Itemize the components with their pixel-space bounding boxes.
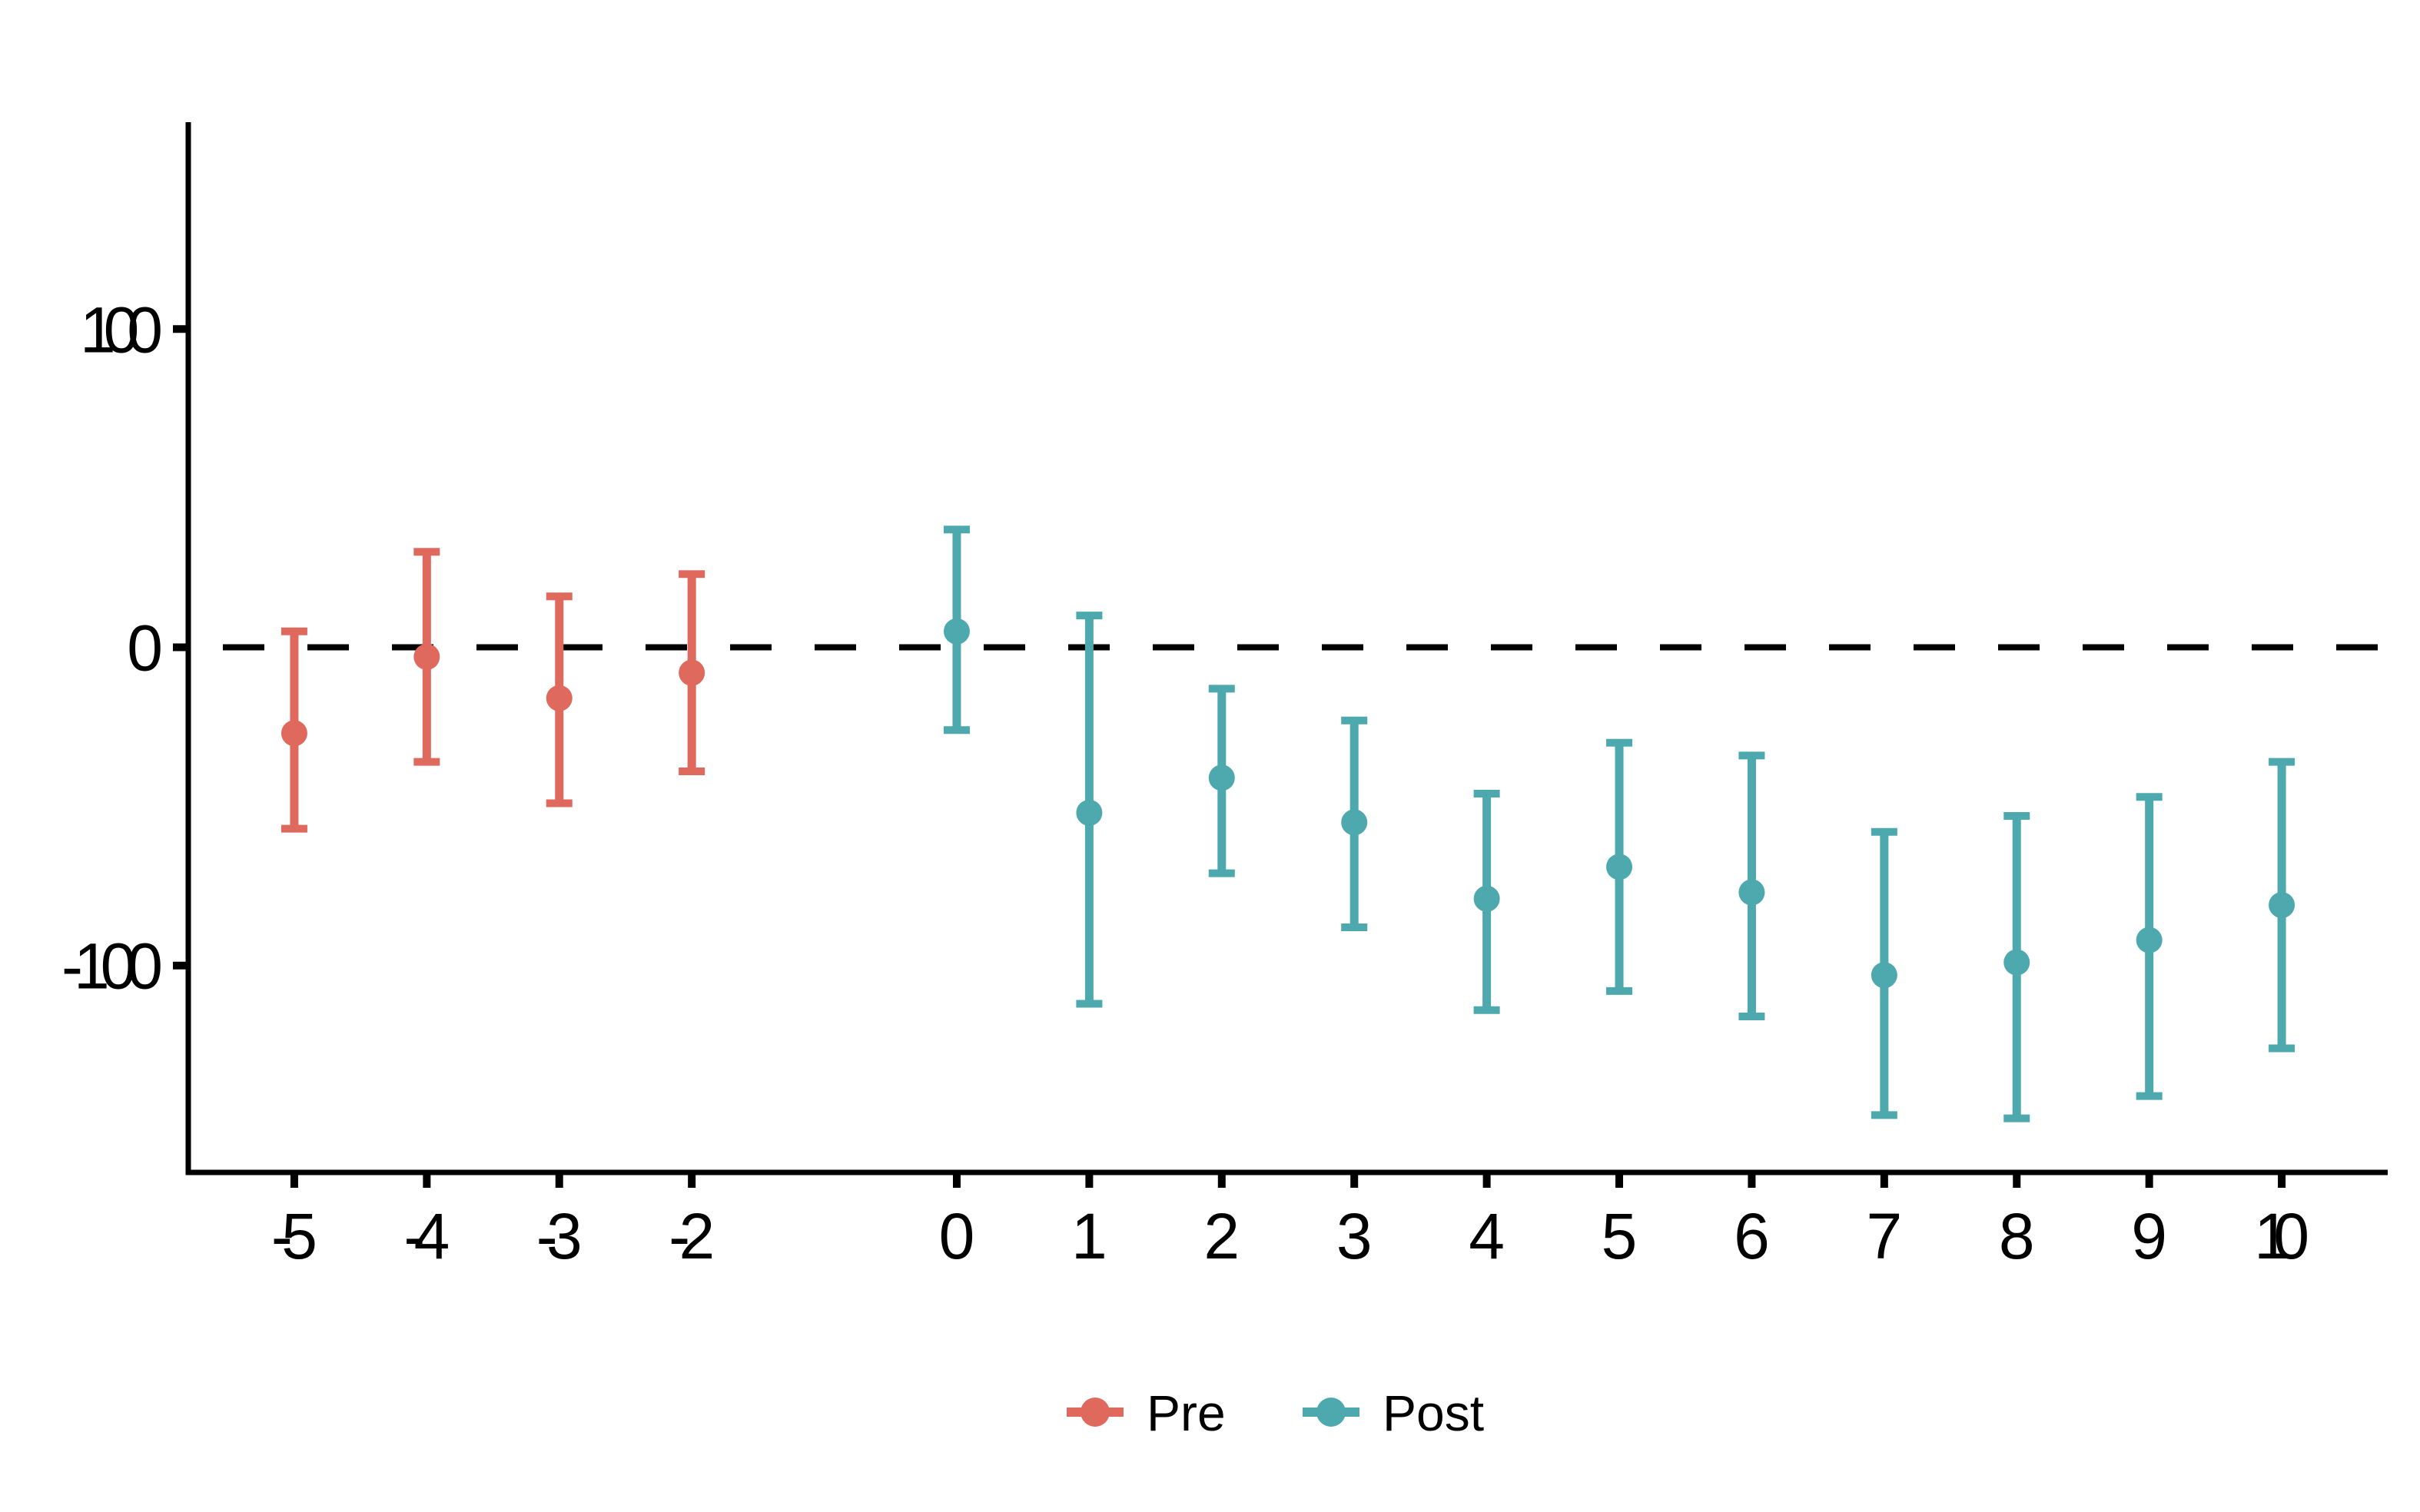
x-tick-label: -5 (271, 1200, 317, 1272)
point-dot-post-x2 (1208, 764, 1235, 791)
x-tick-label: -4 (403, 1200, 450, 1272)
point-dot-pre-x-2 (679, 659, 705, 686)
x-tick-label: 8 (1999, 1200, 2035, 1272)
x-tick-label: 1 (1071, 1200, 1107, 1272)
x-tick-label: 2 (1203, 1200, 1240, 1272)
x-tick-label: 10 (2254, 1200, 2309, 1272)
x-tick-label: 9 (2131, 1200, 2167, 1272)
point-dot-post-x10 (2269, 892, 2296, 919)
x-tick-label: -2 (669, 1200, 715, 1272)
y-tick-label: 100 (80, 293, 163, 366)
x-tick-label: 0 (939, 1200, 975, 1272)
point-dot-post-x7 (1871, 962, 1897, 989)
x-tick-label: -3 (536, 1200, 583, 1272)
point-dot-post-x6 (1738, 879, 1765, 906)
x-tick-label: 6 (1734, 1200, 1770, 1272)
legend-label-pre: Pre (1147, 1384, 1226, 1441)
point-dot-post-x0 (943, 618, 970, 645)
point-dot-post-x5 (1606, 854, 1633, 880)
legend-key-pre-dot (1081, 1398, 1110, 1427)
point-dot-post-x9 (2136, 927, 2163, 953)
legend-key-post-dot (1316, 1398, 1346, 1427)
point-dot-pre-x-5 (281, 720, 307, 747)
point-dot-pre-x-4 (413, 643, 440, 670)
y-tick-label: -100 (61, 930, 163, 1003)
x-tick-label: 7 (1866, 1200, 1902, 1272)
point-dot-post-x3 (1341, 809, 1368, 836)
x-tick-label: 4 (1469, 1200, 1505, 1272)
x-tick-label: 3 (1336, 1200, 1373, 1272)
legend-label-post: Post (1383, 1384, 1484, 1441)
point-dot-post-x1 (1076, 799, 1103, 826)
point-dot-post-x4 (1473, 885, 1500, 912)
point-dot-post-x8 (2003, 949, 2030, 976)
x-tick-label: 5 (1602, 1200, 1638, 1272)
point-dot-pre-x-3 (546, 685, 573, 711)
y-tick-label: 0 (127, 612, 163, 685)
